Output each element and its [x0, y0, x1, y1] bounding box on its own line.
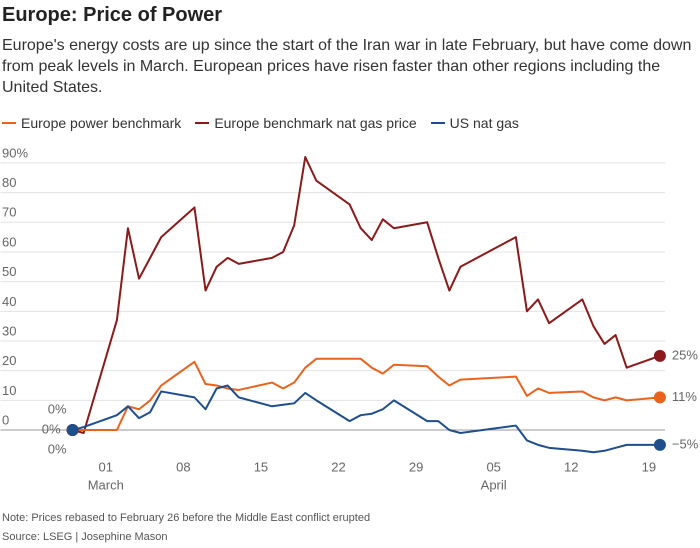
legend-swatch: [195, 122, 210, 124]
legend-item: US nat gas: [430, 115, 519, 131]
y-tick-label: 80: [2, 175, 16, 190]
legend-swatch: [430, 122, 445, 124]
point-marker: [653, 349, 666, 362]
y-tick-label: 90%: [2, 145, 28, 160]
legend-item: Europe benchmark nat gas price: [195, 115, 417, 131]
value-label: 11%: [672, 389, 697, 404]
point-marker: [653, 391, 666, 404]
x-tick-label: 29: [409, 459, 423, 474]
x-tick-label: 19: [642, 459, 656, 474]
y-tick-label: 50: [2, 264, 16, 279]
legend-item: Europe power benchmark: [2, 115, 181, 131]
value-label: 0%: [42, 421, 61, 436]
legend-swatch: [2, 122, 16, 124]
y-tick-label: 10: [2, 383, 16, 398]
y-tick-label: 40: [2, 294, 16, 309]
y-tick-label: 30: [2, 323, 16, 338]
series-line: [72, 156, 661, 434]
legend: Europe power benchmark Europe benchmark n…: [2, 115, 519, 131]
y-tick-label: 70: [2, 205, 16, 220]
series-line: [72, 357, 661, 432]
value-label: 0%: [48, 441, 67, 456]
x-tick-label: 01: [99, 459, 113, 474]
y-tick-label: 20: [2, 353, 16, 368]
x-tick-label: 22: [331, 459, 345, 474]
x-tick-label: 12: [564, 459, 578, 474]
legend-label: US nat gas: [449, 115, 519, 131]
point-marker: [66, 424, 79, 437]
series-line: [72, 384, 660, 454]
chart-subtitle: Europe's energy costs are up since the s…: [2, 37, 692, 96]
month-label: March: [88, 477, 124, 492]
value-label: 0%: [48, 401, 67, 416]
chart-title: Europe: Price of Power: [2, 4, 223, 26]
legend-label: Europe benchmark nat gas price: [214, 115, 417, 131]
value-label: −5%: [672, 436, 699, 451]
x-tick-label: 15: [254, 459, 268, 474]
value-label: 25%: [672, 347, 698, 362]
point-marker: [653, 438, 666, 451]
x-tick-label: 08: [176, 459, 190, 474]
note: Note: Prices rebased to February 26 befo…: [2, 512, 371, 524]
x-tick-label: 05: [486, 459, 500, 474]
legend-label: Europe power benchmark: [21, 115, 182, 131]
month-label: April: [481, 477, 507, 492]
source: Source: LSEG | Josephine Mason: [2, 531, 168, 543]
y-tick-label: 60: [2, 234, 16, 249]
y-tick-label: 0: [2, 412, 9, 427]
